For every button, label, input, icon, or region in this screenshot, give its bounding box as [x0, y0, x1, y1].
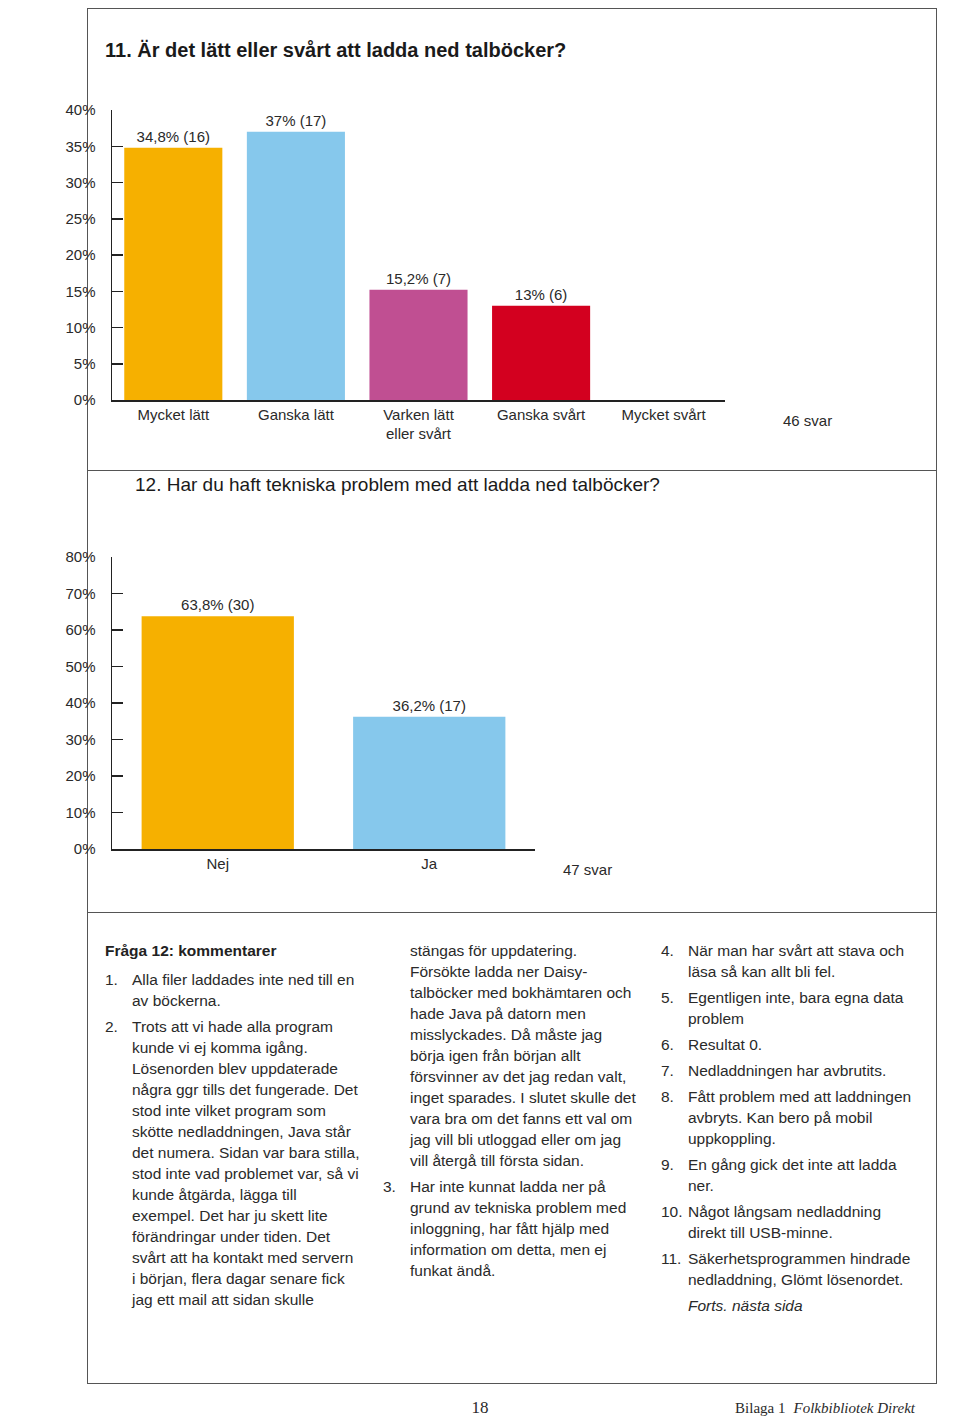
svg-text:36,2% (17): 36,2% (17) [393, 697, 466, 714]
html-text:4.: 4. [661, 942, 674, 959]
svg-text:10%: 10% [65, 804, 95, 821]
svg-text:40%: 40% [65, 101, 95, 118]
html-text:Alla filer laddades inte ned t: Alla filer laddades inte ned till en av … [132, 971, 355, 1009]
svg-text:60%: 60% [65, 621, 95, 638]
svg-text:34,8% (16): 34,8% (16) [137, 128, 210, 145]
svg-text:0%: 0% [74, 391, 96, 408]
svg-text:10%: 10% [65, 319, 95, 336]
html-text:När man har svårt att stava oc: När man har svårt att stava och läsa så … [688, 942, 905, 980]
svg-text:Mycket lätt: Mycket lätt [137, 406, 210, 423]
svg-text:Nej: Nej [206, 855, 229, 872]
html-text:Nedladdningen har avbrutits.: Nedladdningen har avbrutits. [688, 1062, 887, 1079]
svg-text:13% (6): 13% (6) [515, 286, 568, 303]
html-text:Fråga 12: kommentarer: Fråga 12: kommentarer [105, 942, 277, 959]
svg-text:20%: 20% [65, 246, 95, 263]
svg-text:Varken lätteller svårt: Varken lätteller svårt [383, 406, 454, 443]
svg-text:15,2% (7): 15,2% (7) [386, 270, 451, 287]
svg-text:15%: 15% [65, 283, 95, 300]
html-text:6.: 6. [661, 1036, 674, 1053]
svg-text:0%: 0% [74, 840, 96, 857]
html-text:Forts. nästa sida: Forts. nästa sida [688, 1297, 803, 1314]
svg-text:25%: 25% [65, 210, 95, 227]
svg-text:63,8% (30): 63,8% (30) [181, 596, 254, 613]
html-text:Folkbibliotek Direkt: Folkbibliotek Direkt [793, 1400, 915, 1416]
svg-text:Ganska svårt: Ganska svårt [497, 406, 586, 423]
svg-text:35%: 35% [65, 138, 95, 155]
svg-text:5%: 5% [74, 355, 96, 372]
svg-text:12. Har du haft tekniska probl: 12. Har du haft tekniska problem med att… [135, 474, 660, 495]
svg-text:47 svar: 47 svar [563, 861, 612, 878]
svg-text:30%: 30% [65, 174, 95, 191]
html-text:Säkerhetsprogrammen hindrade n: Säkerhetsprogrammen hindrade nedladdning… [688, 1250, 911, 1288]
svg-text:11. Är det lätt eller svårt at: 11. Är det lätt eller svårt att ladda ne… [105, 39, 566, 61]
svg-text:46 svar: 46 svar [783, 412, 832, 429]
svg-text:20%: 20% [65, 767, 95, 784]
html-text:Trots att vi hade alla program: Trots att vi hade alla program kunde vi … [132, 942, 636, 1308]
svg-text:Ja: Ja [421, 855, 438, 872]
html-text:Bilaga 1: Bilaga 1 [735, 1400, 786, 1416]
html-text:11.: 11. [661, 1250, 682, 1267]
html-text:5.: 5. [661, 989, 674, 1006]
svg-text:30%: 30% [65, 731, 95, 748]
html-text:8.: 8. [661, 1088, 674, 1105]
html-text:18: 18 [471, 1398, 489, 1417]
svg-text:37% (17): 37% (17) [265, 112, 326, 129]
html-text:7.: 7. [661, 1062, 674, 1079]
html-text:Resultat 0.: Resultat 0. [688, 1036, 763, 1053]
svg-text:70%: 70% [65, 585, 95, 602]
html-text:Fått problem med att laddninge: Fått problem med att laddningen avbryts.… [688, 1088, 912, 1147]
html-text:9.: 9. [661, 1156, 674, 1173]
html-text:1.: 1. [105, 971, 118, 988]
html-text:Egentligen inte, bara egna dat: Egentligen inte, bara egna data problem [688, 989, 904, 1027]
html-text:3.: 3. [383, 1178, 396, 1195]
html-text:10. Något långsam nedladdning: 10. Något långsam nedladdning direkt til… [661, 1203, 881, 1241]
html-text:2.: 2. [105, 1018, 118, 1035]
svg-text:50%: 50% [65, 658, 95, 675]
html-text:Har inte kunnat ladda ner på g: Har inte kunnat ladda ner på grund av te… [410, 1178, 627, 1279]
svg-text:40%: 40% [65, 694, 95, 711]
svg-text:80%: 80% [65, 548, 95, 565]
html-text:En gång gick det inte att ladd: En gång gick det inte att ladda ner. [688, 1156, 897, 1194]
svg-text:Ganska lätt: Ganska lätt [258, 406, 335, 423]
svg-text:Mycket svårt: Mycket svårt [622, 406, 707, 423]
